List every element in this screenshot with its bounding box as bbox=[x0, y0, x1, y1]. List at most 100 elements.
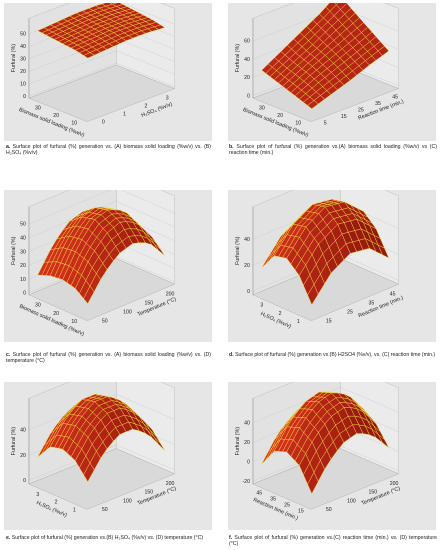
caption-a-letter: a. bbox=[6, 144, 11, 150]
caption-c-letter: c. bbox=[6, 352, 11, 358]
z-tick-label: 0 bbox=[23, 94, 26, 100]
y-tick-label: 45 bbox=[392, 94, 398, 100]
caption-b: b. Surface plot of furfural (%) generati… bbox=[229, 144, 437, 157]
floor-plane bbox=[28, 64, 176, 122]
z-gridline bbox=[121, 190, 175, 214]
z-gridline bbox=[121, 3, 175, 25]
z-tick-label: -20 bbox=[242, 479, 250, 485]
caption-d-text: Surface plot of furfural (%) generation … bbox=[235, 352, 436, 358]
z-axis-label: Furfural (%) bbox=[11, 44, 17, 73]
z-axis-label: Furfural (%) bbox=[235, 236, 241, 265]
z-tick-label: 0 bbox=[23, 478, 26, 484]
panel-f: -20 0 20 40 Furfural (%) 15 25 35 45 Reaction tim… bbox=[228, 382, 436, 530]
floor-plane bbox=[28, 258, 176, 321]
y-tick-label: 35 bbox=[368, 300, 374, 306]
z-tick-label: 0 bbox=[247, 459, 250, 465]
x-tick-label: 10 bbox=[71, 120, 77, 126]
z-gridline bbox=[116, 256, 175, 283]
z-tick-label: 0 bbox=[23, 291, 26, 297]
caption-e-text: Surface plot of furfural (%) generation … bbox=[11, 535, 204, 541]
z-tick-label: 40 bbox=[20, 428, 26, 434]
caption-e-letter: e. bbox=[6, 535, 11, 541]
x-tick-label: 3 bbox=[36, 492, 39, 498]
surface-cell bbox=[307, 284, 319, 305]
x-tick-label: 20 bbox=[277, 113, 283, 119]
x-tick-label: 20 bbox=[53, 311, 59, 317]
caption-b-letter: b. bbox=[229, 144, 234, 150]
surface-mesh bbox=[261, 199, 389, 305]
x-tick-label: 30 bbox=[35, 303, 41, 309]
caption-e: e. Surface plot of furfural (%) generati… bbox=[6, 535, 211, 541]
y-tick-label: 50 bbox=[102, 507, 108, 513]
surface-cell bbox=[83, 285, 95, 304]
z-tick-label: 50 bbox=[20, 222, 26, 228]
panel-e: 0 20 40 Furfural (%) 1 2 3 H₂SO₄ (%v/v) 50 100 150… bbox=[4, 382, 212, 530]
z-tick-label: 30 bbox=[20, 57, 26, 63]
x-tick-label: 20 bbox=[53, 113, 59, 119]
z-tick-label: 50 bbox=[20, 32, 26, 38]
caption-b-text: Surface plot of furfural (%) generation … bbox=[229, 144, 437, 157]
surface-cell bbox=[334, 3, 339, 6]
x-tick-label: 2 bbox=[279, 311, 282, 317]
panel-d: 0 20 40 Furfural (%) 1 2 3 H₂SO₄ (%v/v) 15 25 35 45… bbox=[228, 190, 436, 342]
x-tick-label: 10 bbox=[295, 120, 301, 126]
z-gridline bbox=[28, 63, 117, 97]
panel-b: 0 20 40 60 Furfural (%) 10 20 30 Biomass solid l… bbox=[228, 3, 436, 141]
panel-a: 0 10 20 30 40 50 Furfural (%) 10 20 30 Biomass sol… bbox=[4, 3, 212, 141]
caption-d: d. Surface plot of furfural (%) generati… bbox=[229, 352, 437, 358]
y-tick-label: 50 bbox=[102, 318, 108, 324]
z-tick-label: 40 bbox=[20, 236, 26, 242]
z-tick-label: 60 bbox=[244, 39, 250, 45]
panel-c: 0 10 20 30 40 50 Furfural (%) 10 20 30 Biomass sol… bbox=[4, 190, 212, 342]
z-tick-label: 40 bbox=[244, 420, 250, 426]
x-tick-label: 35 bbox=[270, 497, 276, 503]
z-gridline bbox=[116, 394, 175, 420]
x-tick-label: 1 bbox=[297, 319, 300, 325]
z-tick-label: 20 bbox=[244, 440, 250, 446]
x-tick-label: 15 bbox=[298, 509, 304, 515]
caption-d-letter: d. bbox=[229, 352, 234, 358]
y-tick-label: 150 bbox=[144, 490, 153, 496]
surface-mesh bbox=[37, 393, 165, 482]
x-tick-label: 1 bbox=[73, 508, 76, 514]
z-tick-label: 10 bbox=[20, 82, 26, 88]
caption-f: f. Surface plot of furfural (%) generati… bbox=[229, 535, 437, 548]
y-tick-label: 45 bbox=[390, 292, 396, 298]
z-gridline bbox=[340, 386, 399, 413]
z-tick-label: 20 bbox=[20, 263, 26, 269]
z-axis-label: Furfural (%) bbox=[11, 427, 17, 456]
surface-cell bbox=[307, 100, 319, 109]
z-tick-label: 0 bbox=[247, 289, 250, 295]
surface-mesh bbox=[37, 207, 165, 304]
z-axis-label: Furfural (%) bbox=[11, 236, 17, 265]
caption-c: c. Surface plot of furfural (%) generati… bbox=[6, 352, 211, 365]
surface-cell bbox=[83, 462, 95, 482]
z-gridline bbox=[116, 63, 175, 87]
x-tick-label: 30 bbox=[259, 106, 265, 112]
caption-a: a. Surface plot of furfural (%) generati… bbox=[6, 144, 211, 157]
x-tick-label: 3 bbox=[260, 303, 263, 309]
y-tick-label: 100 bbox=[123, 498, 132, 504]
z-gridline bbox=[28, 190, 111, 225]
y-tick-label: 15 bbox=[326, 318, 332, 324]
floor-plane bbox=[252, 448, 400, 510]
z-tick-label: 20 bbox=[20, 453, 26, 459]
z-gridline bbox=[340, 445, 399, 471]
y-tick-label: 200 bbox=[390, 481, 399, 487]
y-tick-label: 0 bbox=[102, 120, 105, 126]
surface-cell bbox=[83, 52, 95, 59]
y-tick-label: 50 bbox=[326, 507, 332, 513]
y-tick-label: 25 bbox=[358, 107, 364, 113]
caption-f-letter: f. bbox=[229, 535, 233, 541]
y-tick-label: 3 bbox=[166, 95, 169, 101]
z-gridline bbox=[340, 254, 399, 281]
y-tick-label: 25 bbox=[347, 309, 353, 315]
x-tick-label: 10 bbox=[71, 319, 77, 325]
surface-mesh bbox=[261, 391, 389, 494]
y-tick-label: 100 bbox=[347, 498, 356, 504]
